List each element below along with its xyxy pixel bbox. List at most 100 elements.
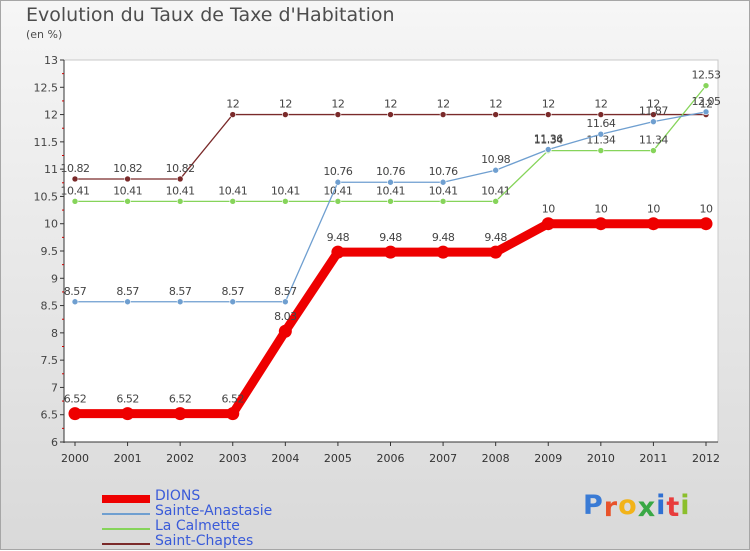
data-label: 10.41 — [376, 184, 405, 197]
x-tick-label: 2008 — [482, 452, 510, 465]
data-label: 6.52 — [222, 393, 245, 406]
y-tick-label: 11.5 — [34, 136, 59, 149]
data-label: 12.53 — [692, 69, 721, 82]
data-point — [387, 178, 394, 186]
data-point — [387, 198, 394, 205]
y-tick-label: 10.5 — [34, 190, 59, 203]
data-label: 10.82 — [166, 162, 195, 175]
data-label: 12.05 — [692, 95, 721, 108]
data-label: 12 — [384, 98, 397, 111]
y-tick-label: 12.5 — [34, 81, 59, 94]
x-tick-label: 2003 — [219, 452, 247, 465]
legend-label: Saint-Chaptes — [155, 533, 254, 549]
data-label: 8.03 — [274, 310, 297, 323]
logo-letter: i — [656, 490, 667, 521]
data-point — [436, 245, 450, 259]
chart-title: Evolution du Taux de Taxe d'Habitation — [26, 4, 395, 26]
data-label: 12 — [226, 98, 239, 111]
data-point — [71, 175, 79, 183]
y-tick-label: 10 — [44, 218, 58, 231]
data-label: 9.48 — [484, 231, 507, 244]
data-label: 10.41 — [429, 184, 458, 197]
legend-swatch — [102, 495, 150, 503]
logo-letter: i — [680, 490, 691, 521]
data-label: 10.41 — [61, 184, 90, 197]
data-label: 10 — [594, 203, 607, 216]
legend-label: Sainte-Anastasie — [155, 503, 273, 519]
data-point — [278, 324, 292, 338]
data-point — [334, 198, 342, 205]
legend-swatch — [102, 543, 150, 545]
data-point — [176, 298, 184, 306]
x-tick-label: 2006 — [377, 452, 405, 465]
data-label: 10.82 — [61, 162, 90, 175]
data-label: 11.64 — [586, 117, 615, 130]
data-label: 10.41 — [166, 184, 195, 197]
x-tick-label: 2005 — [324, 452, 352, 465]
data-label: 12 — [647, 98, 660, 111]
x-tick-label: 2004 — [271, 452, 299, 465]
data-label: 6.52 — [169, 393, 192, 406]
y-tick-label: 7 — [51, 381, 58, 394]
data-label: 12 — [437, 98, 450, 111]
data-label: 12 — [279, 98, 292, 111]
data-point — [71, 298, 79, 306]
data-point — [650, 147, 657, 154]
data-point — [331, 245, 345, 259]
data-point — [121, 407, 135, 421]
x-tick-label: 2001 — [114, 452, 142, 465]
data-point — [702, 108, 710, 116]
data-point — [173, 407, 187, 421]
data-label: 10 — [647, 203, 660, 216]
data-point — [71, 198, 79, 205]
data-label: 10.41 — [218, 184, 247, 197]
data-label: 11.34 — [639, 134, 668, 147]
data-point — [544, 146, 552, 153]
legend-label: La Calmette — [155, 518, 240, 534]
data-point — [229, 111, 237, 118]
y-tick-label: 7.5 — [41, 354, 59, 367]
data-point — [68, 407, 82, 421]
y-tick-label: 8 — [51, 327, 58, 340]
x-tick-label: 2012 — [692, 452, 720, 465]
data-label: 12 — [594, 98, 607, 111]
data-point — [176, 175, 184, 183]
proxiti-logo: Proxiti — [583, 490, 691, 523]
data-point — [439, 111, 447, 118]
data-point — [489, 245, 503, 259]
data-point — [229, 198, 237, 205]
data-label: 8.57 — [169, 285, 192, 298]
data-label: 9.48 — [379, 231, 402, 244]
data-label: 10.82 — [113, 162, 142, 175]
y-tick-label: 11 — [44, 163, 58, 176]
y-tick-label: 9 — [51, 272, 58, 285]
data-point — [439, 178, 447, 186]
data-label: 12 — [542, 98, 555, 111]
data-point — [650, 111, 657, 118]
data-label: 11.36 — [534, 132, 563, 145]
data-point — [384, 245, 397, 259]
data-point — [541, 217, 555, 231]
data-point — [334, 111, 342, 118]
logo-letter: r — [603, 492, 619, 523]
data-point — [544, 111, 552, 118]
data-point — [229, 298, 237, 306]
y-tick-label: 13 — [44, 54, 58, 67]
data-point — [439, 198, 447, 205]
data-point — [492, 166, 499, 174]
logo-letter: o — [618, 490, 638, 521]
data-label: 10.41 — [323, 184, 352, 197]
data-point — [282, 111, 289, 118]
data-point — [650, 118, 657, 125]
data-label: 11.87 — [639, 105, 668, 118]
data-label: 10.41 — [271, 184, 300, 197]
logo-letter: t — [666, 492, 681, 523]
data-label: 9.48 — [327, 231, 350, 244]
x-tick-label: 2007 — [429, 452, 457, 465]
data-label: 12 — [489, 98, 502, 111]
data-point — [124, 298, 131, 306]
legend-swatch — [102, 513, 150, 515]
data-label: 8.57 — [116, 285, 139, 298]
x-tick-label: 2009 — [534, 452, 562, 465]
